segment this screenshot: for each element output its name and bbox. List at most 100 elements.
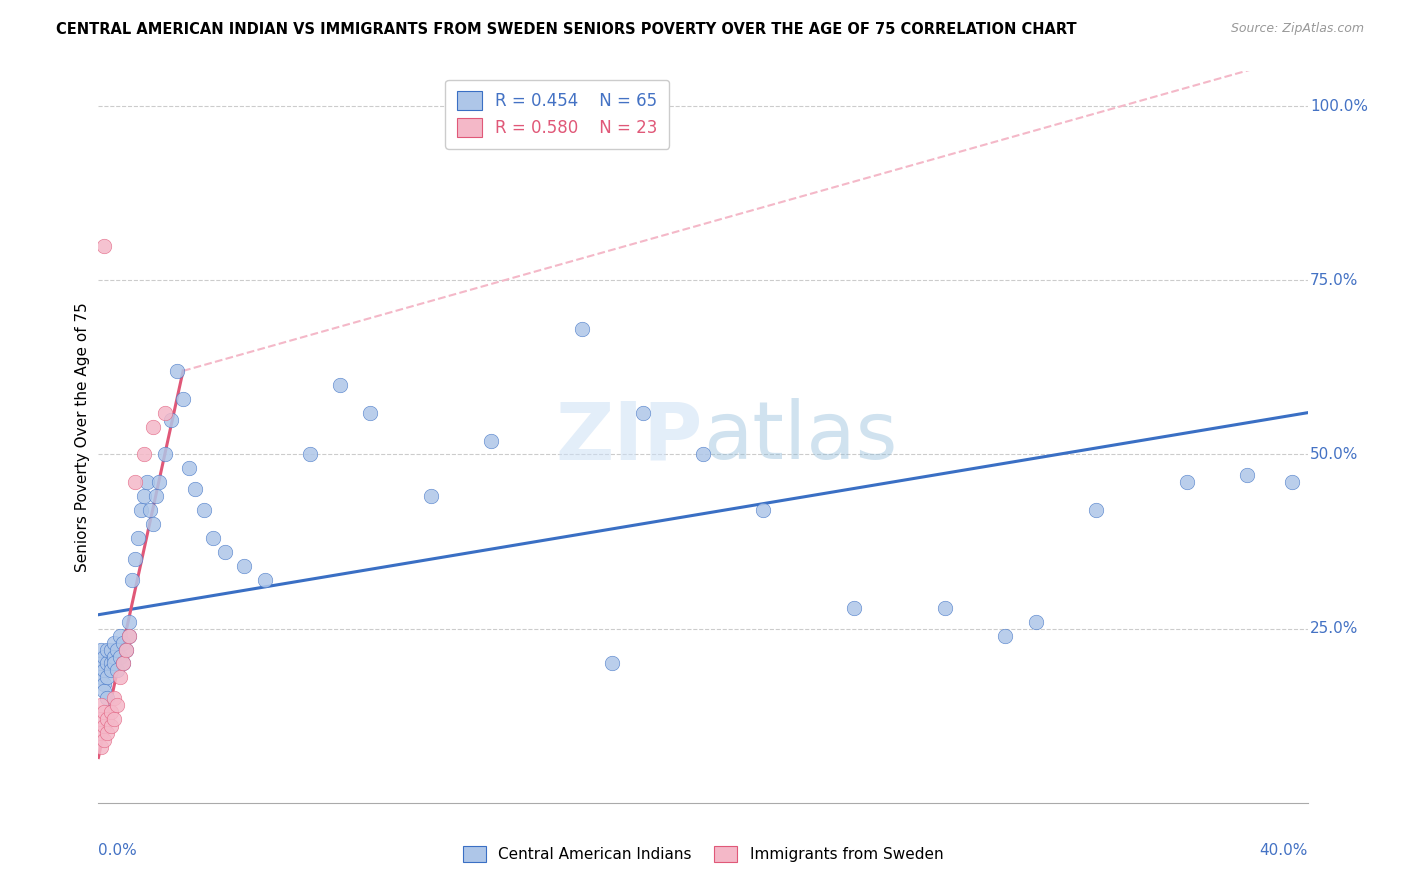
Point	[752, 503, 775, 517]
Point	[172, 392, 194, 406]
Point	[118, 615, 141, 629]
Point	[108, 670, 131, 684]
Point	[360, 406, 382, 420]
Point	[148, 475, 170, 490]
Point	[145, 489, 167, 503]
Text: 40.0%: 40.0%	[1260, 843, 1308, 858]
Point	[111, 657, 134, 671]
Point	[93, 649, 115, 664]
Point	[105, 698, 128, 713]
Point	[1281, 475, 1303, 490]
Point	[142, 517, 165, 532]
Text: 0.0%: 0.0%	[98, 843, 138, 858]
Point	[139, 503, 162, 517]
Point	[132, 448, 155, 462]
Point	[90, 712, 112, 726]
Point	[153, 448, 176, 462]
Y-axis label: Seniors Poverty Over the Age of 75: Seniors Poverty Over the Age of 75	[75, 302, 90, 572]
Point	[166, 364, 188, 378]
Text: atlas: atlas	[703, 398, 897, 476]
Point	[90, 726, 112, 740]
Point	[692, 448, 714, 462]
Point	[232, 558, 254, 573]
Point	[96, 712, 118, 726]
Point	[253, 573, 276, 587]
Point	[153, 406, 176, 420]
Point	[93, 684, 115, 698]
Point	[90, 698, 112, 713]
Point	[631, 406, 654, 420]
Point	[90, 740, 112, 755]
Point	[96, 726, 118, 740]
Text: 75.0%: 75.0%	[1310, 273, 1358, 288]
Point	[103, 649, 125, 664]
Point	[100, 642, 122, 657]
Point	[108, 649, 131, 664]
Point	[202, 531, 225, 545]
Point	[184, 483, 207, 497]
Point	[111, 635, 134, 649]
Point	[103, 691, 125, 706]
Point	[93, 677, 115, 691]
Point	[160, 412, 183, 426]
Point	[142, 419, 165, 434]
Point	[103, 712, 125, 726]
Point	[1024, 615, 1046, 629]
Point	[93, 664, 115, 678]
Point	[1175, 475, 1198, 490]
Text: 50.0%: 50.0%	[1310, 447, 1358, 462]
Point	[90, 657, 112, 671]
Point	[994, 629, 1017, 643]
Point	[105, 664, 128, 678]
Point	[93, 238, 115, 252]
Point	[96, 657, 118, 671]
Point	[602, 657, 624, 671]
Point	[93, 719, 115, 733]
Point	[193, 503, 215, 517]
Point	[124, 552, 146, 566]
Point	[100, 719, 122, 733]
Point	[90, 642, 112, 657]
Point	[93, 733, 115, 747]
Legend: Central American Indians, Immigrants from Sweden: Central American Indians, Immigrants fro…	[457, 839, 949, 868]
Point	[100, 664, 122, 678]
Point	[96, 670, 118, 684]
Text: Source: ZipAtlas.com: Source: ZipAtlas.com	[1230, 22, 1364, 36]
Point	[934, 600, 956, 615]
Point	[1236, 468, 1258, 483]
Text: 25.0%: 25.0%	[1310, 621, 1358, 636]
Point	[96, 642, 118, 657]
Point	[571, 322, 593, 336]
Point	[100, 657, 122, 671]
Point	[108, 629, 131, 643]
Point	[177, 461, 201, 475]
Point	[299, 448, 322, 462]
Point	[135, 475, 157, 490]
Point	[114, 642, 136, 657]
Point	[111, 657, 134, 671]
Point	[93, 705, 115, 719]
Point	[103, 635, 125, 649]
Point	[1085, 503, 1108, 517]
Point	[481, 434, 503, 448]
Point	[127, 531, 149, 545]
Point	[419, 489, 441, 503]
Point	[90, 670, 112, 684]
Point	[329, 377, 352, 392]
Point	[132, 489, 155, 503]
Text: ZIP: ZIP	[555, 398, 703, 476]
Point	[129, 503, 152, 517]
Point	[844, 600, 866, 615]
Point	[114, 642, 136, 657]
Point	[214, 545, 236, 559]
Text: CENTRAL AMERICAN INDIAN VS IMMIGRANTS FROM SWEDEN SENIORS POVERTY OVER THE AGE O: CENTRAL AMERICAN INDIAN VS IMMIGRANTS FR…	[56, 22, 1077, 37]
Point	[118, 629, 141, 643]
Point	[124, 475, 146, 490]
Point	[105, 642, 128, 657]
Text: 100.0%: 100.0%	[1310, 99, 1368, 113]
Point	[100, 705, 122, 719]
Point	[103, 657, 125, 671]
Point	[118, 629, 141, 643]
Point	[96, 691, 118, 706]
Point	[121, 573, 143, 587]
